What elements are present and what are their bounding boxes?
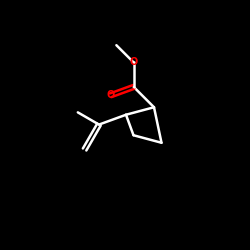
Text: O: O xyxy=(130,58,138,68)
Text: O: O xyxy=(106,90,115,100)
